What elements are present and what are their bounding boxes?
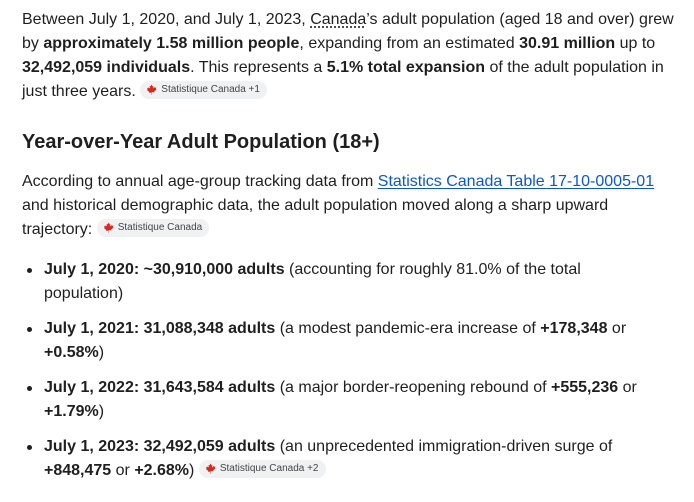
list-item: July 1, 2021: 31,088,348 adults (a modes… xyxy=(22,317,662,365)
increase-percent: +2.68% xyxy=(134,462,190,479)
source-chip-label: Statistique Canada +2 xyxy=(219,462,319,474)
bullet-dot xyxy=(27,445,32,450)
source-chip[interactable]: Statistique Canada +2 xyxy=(198,459,326,478)
increase-figure: +178,348 xyxy=(540,320,608,337)
expansion-percent: 5.1% total expansion xyxy=(326,59,486,76)
intro-text: Between July 1, 2020, and July 1, 2023, xyxy=(22,11,311,28)
bullet-dot xyxy=(27,386,32,391)
increase-percent: +0.58% xyxy=(44,344,99,361)
maple-leaf-icon xyxy=(205,463,216,474)
intro-text: of the adult population in just three ye… xyxy=(22,59,664,100)
bullet-dot xyxy=(27,268,32,273)
section-heading: Year-over-Year Adult Population (18+) xyxy=(22,131,380,153)
item-text: (a major border-reopening rebound of xyxy=(275,379,551,396)
end-population: 32,492,059 individuals xyxy=(22,59,191,76)
growth-figure: approximately 1.58 million people xyxy=(43,35,300,52)
year-figure: July 1, 2020: ~30,910,000 adults xyxy=(44,261,285,278)
intro-text: . This represents a xyxy=(190,59,327,76)
item-text: or xyxy=(607,320,627,337)
statcan-table-link[interactable]: Statistics Canada Table 17-10-0005-01 xyxy=(377,173,655,190)
list-item: July 1, 2023: 32,492,059 adults (an unpr… xyxy=(22,435,662,483)
item-text: or xyxy=(111,462,135,479)
response-content: Between July 1, 2020, and July 1, 2023, … xyxy=(22,0,678,479)
item-text: (an unprecedented immigration-driven sur… xyxy=(275,438,613,455)
intro-text: up to xyxy=(615,35,656,52)
section-paragraph: According to annual age-group tracking d… xyxy=(22,170,682,242)
list-item: July 1, 2022: 31,643,584 adults (a major… xyxy=(22,376,662,424)
intro-paragraph: Between July 1, 2020, and July 1, 2023, … xyxy=(22,0,678,104)
list-item: July 1, 2020: ~30,910,000 adults (accoun… xyxy=(22,258,662,306)
bullet-dot xyxy=(27,327,32,332)
country-term[interactable]: Canada xyxy=(310,11,367,28)
source-chip-label: Statistique Canada +1 xyxy=(161,83,260,95)
item-text: (accounting for roughly 81.0% of the tot… xyxy=(44,261,581,302)
section-text: and historical demographic data, the adu… xyxy=(22,197,609,238)
source-chip[interactable]: Statistique Canada +1 xyxy=(140,80,267,99)
item-text: (a modest pandemic-era increase of xyxy=(275,320,541,337)
maple-leaf-icon xyxy=(103,222,114,233)
population-list: July 1, 2020: ~30,910,000 adults (accoun… xyxy=(22,258,662,494)
year-figure: July 1, 2021: 31,088,348 adults xyxy=(44,320,276,337)
increase-figure: +848,475 xyxy=(44,462,112,479)
year-figure: July 1, 2023: 32,492,059 adults xyxy=(44,438,276,455)
section-text: According to annual age-group tracking d… xyxy=(22,173,378,190)
year-figure: July 1, 2022: 31,643,584 adults xyxy=(44,379,276,396)
item-text: ) xyxy=(98,403,105,420)
start-population: 30.91 million xyxy=(519,35,616,52)
maple-leaf-icon xyxy=(147,84,157,95)
intro-text: ’s adult population (aged 18 and over) g… xyxy=(22,11,674,52)
item-text: ) xyxy=(98,344,105,361)
intro-text: , expanding from an estimated xyxy=(299,35,520,52)
item-text: ) xyxy=(189,462,199,479)
source-chip[interactable]: Statistique Canada xyxy=(96,218,210,237)
increase-figure: +555,236 xyxy=(550,379,619,396)
item-text: or xyxy=(618,379,637,396)
source-chip-label: Statistique Canada xyxy=(117,221,203,233)
increase-percent: +1.79% xyxy=(44,403,99,420)
